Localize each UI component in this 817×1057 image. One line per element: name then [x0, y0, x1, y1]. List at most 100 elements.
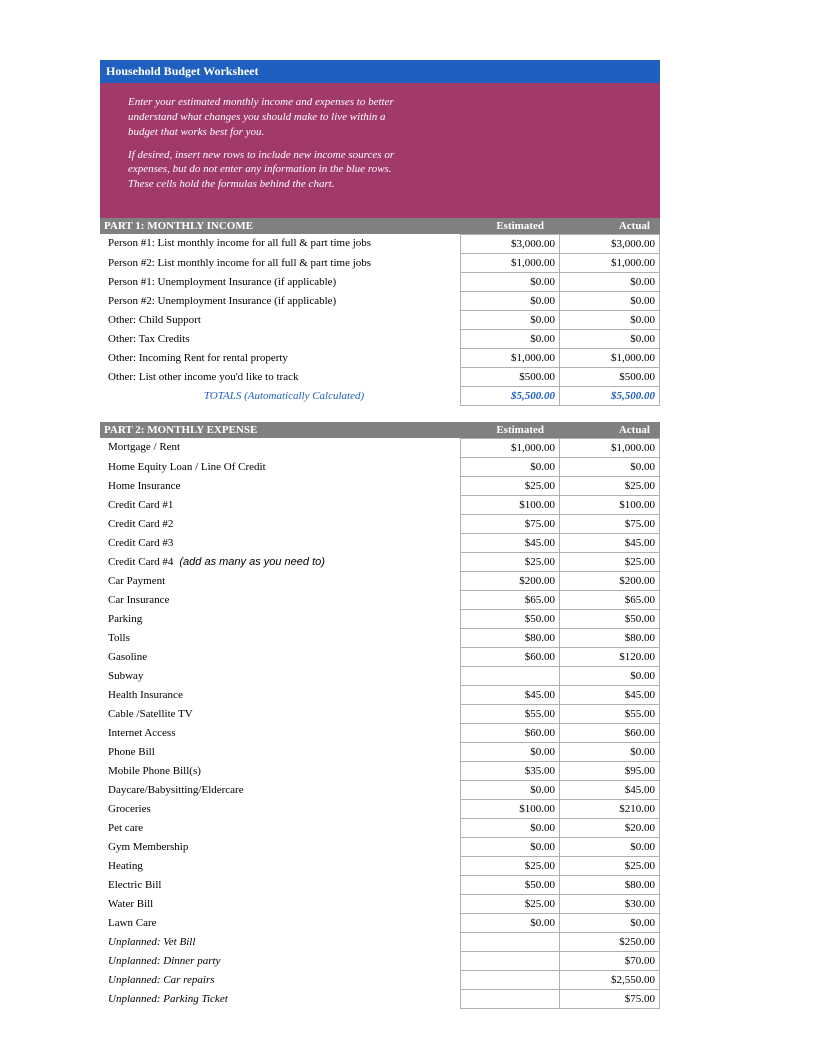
estimated-cell[interactable]: $100.00	[460, 800, 560, 819]
estimated-cell[interactable]: $0.00	[460, 838, 560, 857]
part1-totals-row: TOTALS (Automatically Calculated) $5,500…	[100, 387, 660, 406]
estimated-cell[interactable]: $0.00	[460, 330, 560, 349]
estimated-cell[interactable]: $25.00	[460, 895, 560, 914]
actual-cell[interactable]: $20.00	[560, 819, 660, 838]
actual-cell[interactable]: $75.00	[560, 515, 660, 534]
row-label: Water Bill	[100, 895, 460, 914]
actual-cell[interactable]: $0.00	[560, 743, 660, 762]
estimated-cell[interactable]: $1,000.00	[460, 254, 560, 273]
actual-cell[interactable]: $100.00	[560, 496, 660, 515]
actual-cell[interactable]: $25.00	[560, 477, 660, 496]
actual-cell[interactable]: $75.00	[560, 990, 660, 1009]
part1-col-estimated: Estimated	[444, 220, 550, 232]
estimated-cell[interactable]: $0.00	[460, 311, 560, 330]
estimated-cell[interactable]: $75.00	[460, 515, 560, 534]
row-label: Cable /Satellite TV	[100, 705, 460, 724]
estimated-cell[interactable]: $45.00	[460, 686, 560, 705]
estimated-cell[interactable]: $1,000.00	[460, 438, 560, 458]
actual-cell[interactable]: $80.00	[560, 629, 660, 648]
actual-cell[interactable]: $0.00	[560, 273, 660, 292]
actual-cell[interactable]: $0.00	[560, 292, 660, 311]
estimated-cell[interactable]: $65.00	[460, 591, 560, 610]
estimated-cell[interactable]: $25.00	[460, 477, 560, 496]
estimated-cell[interactable]: $3,000.00	[460, 234, 560, 254]
row-label: Groceries	[100, 800, 460, 819]
actual-cell[interactable]: $3,000.00	[560, 234, 660, 254]
table-row: Person #1: Unemployment Insurance (if ap…	[100, 273, 660, 292]
actual-cell[interactable]: $65.00	[560, 591, 660, 610]
estimated-cell[interactable]: $0.00	[460, 458, 560, 477]
estimated-cell[interactable]: $55.00	[460, 705, 560, 724]
actual-cell[interactable]: $45.00	[560, 686, 660, 705]
table-row: Person #1: List monthly income for all f…	[100, 234, 660, 254]
actual-cell[interactable]: $45.00	[560, 534, 660, 553]
actual-cell[interactable]: $200.00	[560, 572, 660, 591]
actual-cell[interactable]: $1,000.00	[560, 254, 660, 273]
actual-cell[interactable]: $210.00	[560, 800, 660, 819]
row-label: Car Payment	[100, 572, 460, 591]
actual-cell[interactable]: $120.00	[560, 648, 660, 667]
estimated-cell[interactable]: $50.00	[460, 876, 560, 895]
row-label: Person #2: Unemployment Insurance (if ap…	[100, 292, 460, 311]
estimated-cell[interactable]: $0.00	[460, 819, 560, 838]
estimated-cell[interactable]: $0.00	[460, 292, 560, 311]
estimated-cell[interactable]: $0.00	[460, 743, 560, 762]
estimated-cell[interactable]	[460, 952, 560, 971]
actual-cell[interactable]: $0.00	[560, 914, 660, 933]
estimated-cell[interactable]: $0.00	[460, 914, 560, 933]
table-row: Other: Tax Credits$0.00$0.00	[100, 330, 660, 349]
actual-cell[interactable]: $0.00	[560, 311, 660, 330]
actual-cell[interactable]: $250.00	[560, 933, 660, 952]
estimated-cell[interactable]	[460, 933, 560, 952]
estimated-cell[interactable]: $60.00	[460, 724, 560, 743]
estimated-cell[interactable]: $25.00	[460, 857, 560, 876]
row-label: Other: Incoming Rent for rental property	[100, 349, 460, 368]
actual-cell[interactable]: $95.00	[560, 762, 660, 781]
actual-cell[interactable]: $0.00	[560, 458, 660, 477]
table-row: Person #2: List monthly income for all f…	[100, 254, 660, 273]
estimated-cell[interactable]: $1,000.00	[460, 349, 560, 368]
actual-cell[interactable]: $2,550.00	[560, 971, 660, 990]
estimated-cell[interactable]: $80.00	[460, 629, 560, 648]
actual-cell[interactable]: $1,000.00	[560, 349, 660, 368]
estimated-cell[interactable]: $500.00	[460, 368, 560, 387]
actual-cell[interactable]: $45.00	[560, 781, 660, 800]
actual-cell[interactable]: $25.00	[560, 553, 660, 572]
actual-cell[interactable]: $60.00	[560, 724, 660, 743]
estimated-cell[interactable]	[460, 971, 560, 990]
actual-cell[interactable]: $1,000.00	[560, 438, 660, 458]
row-label: Person #1: Unemployment Insurance (if ap…	[100, 273, 460, 292]
actual-cell[interactable]: $70.00	[560, 952, 660, 971]
actual-cell[interactable]: $500.00	[560, 368, 660, 387]
actual-cell[interactable]: $0.00	[560, 667, 660, 686]
estimated-cell[interactable]: $35.00	[460, 762, 560, 781]
actual-cell[interactable]: $0.00	[560, 838, 660, 857]
actual-cell[interactable]: $55.00	[560, 705, 660, 724]
actual-cell[interactable]: $30.00	[560, 895, 660, 914]
actual-cell[interactable]: $50.00	[560, 610, 660, 629]
estimated-cell[interactable]	[460, 990, 560, 1009]
estimated-cell[interactable]: $25.00	[460, 553, 560, 572]
estimated-cell[interactable]: $100.00	[460, 496, 560, 515]
estimated-cell[interactable]: $60.00	[460, 648, 560, 667]
estimated-cell[interactable]: $0.00	[460, 781, 560, 800]
row-label: Credit Card #3	[100, 534, 460, 553]
part1-title: PART 1: MONTHLY INCOME	[104, 220, 444, 232]
row-label: Unplanned: Car repairs	[100, 971, 460, 990]
estimated-cell[interactable]: $200.00	[460, 572, 560, 591]
row-label: Internet Access	[100, 724, 460, 743]
part2-rows: Mortgage / Rent$1,000.00$1,000.00Home Eq…	[100, 438, 660, 1009]
estimated-cell[interactable]	[460, 667, 560, 686]
row-label: Phone Bill	[100, 743, 460, 762]
row-label: Lawn Care	[100, 914, 460, 933]
actual-cell[interactable]: $25.00	[560, 857, 660, 876]
estimated-cell[interactable]: $45.00	[460, 534, 560, 553]
table-row: Unplanned: Dinner party$70.00	[100, 952, 660, 971]
actual-cell[interactable]: $80.00	[560, 876, 660, 895]
estimated-cell[interactable]: $50.00	[460, 610, 560, 629]
estimated-cell[interactable]: $0.00	[460, 273, 560, 292]
table-row: Unplanned: Parking Ticket$75.00	[100, 990, 660, 1009]
table-row: Pet care$0.00$20.00	[100, 819, 660, 838]
actual-cell[interactable]: $0.00	[560, 330, 660, 349]
part2-col-actual: Actual	[550, 424, 656, 436]
